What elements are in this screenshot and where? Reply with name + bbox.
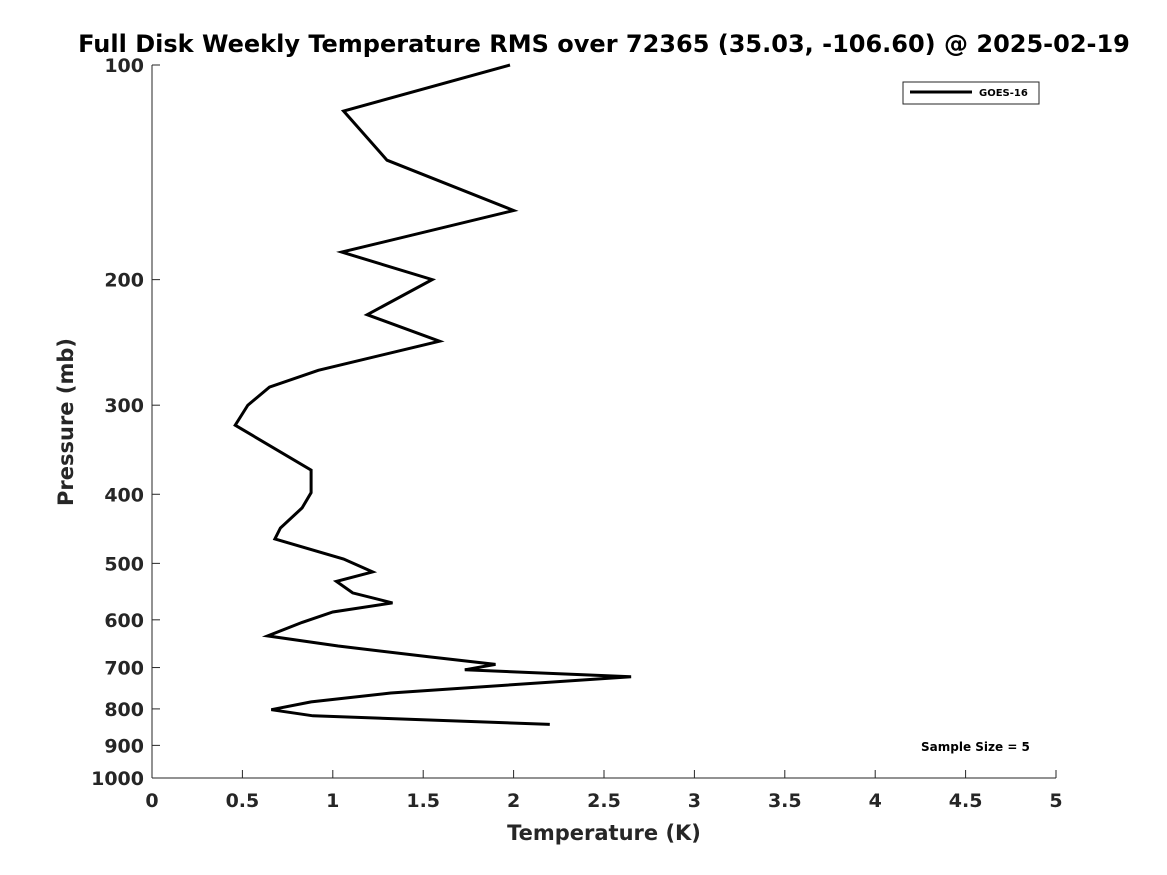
y-tick-label: 500 <box>104 553 144 575</box>
x-tick-label: 2.5 <box>587 790 621 812</box>
legend-label-goes-16: GOES-16 <box>979 88 1028 99</box>
x-axis-ticks: 0 0.5 1 1.5 2 2.5 3 3.5 4 4.5 5 <box>145 770 1063 812</box>
sample-size-annotation: Sample Size = 5 <box>921 740 1030 754</box>
x-tick-label: 3.5 <box>768 790 802 812</box>
x-tick-label: 3 <box>688 790 701 812</box>
y-axis-ticks: 100 200 300 400 500 600 700 800 900 1000 <box>91 55 160 790</box>
y-tick-label: 300 <box>104 395 144 417</box>
chart-title: Full Disk Weekly Temperature RMS over 72… <box>78 30 1130 58</box>
x-tick-label: 1.5 <box>406 790 440 812</box>
series-layer <box>233 63 632 726</box>
y-tick-label: 700 <box>104 658 144 680</box>
legend: GOES-16 <box>902 81 1040 105</box>
y-tick-label: 100 <box>104 55 144 77</box>
series-line-goes-16 <box>233 63 632 726</box>
y-tick-label: 800 <box>104 699 144 721</box>
plot-area <box>151 65 1056 779</box>
x-tick-label: 1 <box>326 790 339 812</box>
plot-background <box>152 65 1056 778</box>
x-tick-label: 0.5 <box>226 790 260 812</box>
x-tick-label: 0 <box>145 790 158 812</box>
x-tick-label: 4 <box>869 790 882 812</box>
y-tick-label: 200 <box>104 270 144 292</box>
y-tick-label: 600 <box>104 610 144 632</box>
x-tick-label: 5 <box>1049 790 1062 812</box>
y-tick-label: 400 <box>104 484 144 506</box>
x-tick-label: 2 <box>507 790 520 812</box>
y-tick-label: 1000 <box>91 768 144 790</box>
x-tick-label: 4.5 <box>949 790 983 812</box>
y-axis-label: Pressure (mb) <box>54 338 78 506</box>
y-tick-label: 900 <box>104 735 144 757</box>
x-axis-label: Temperature (K) <box>507 821 701 845</box>
